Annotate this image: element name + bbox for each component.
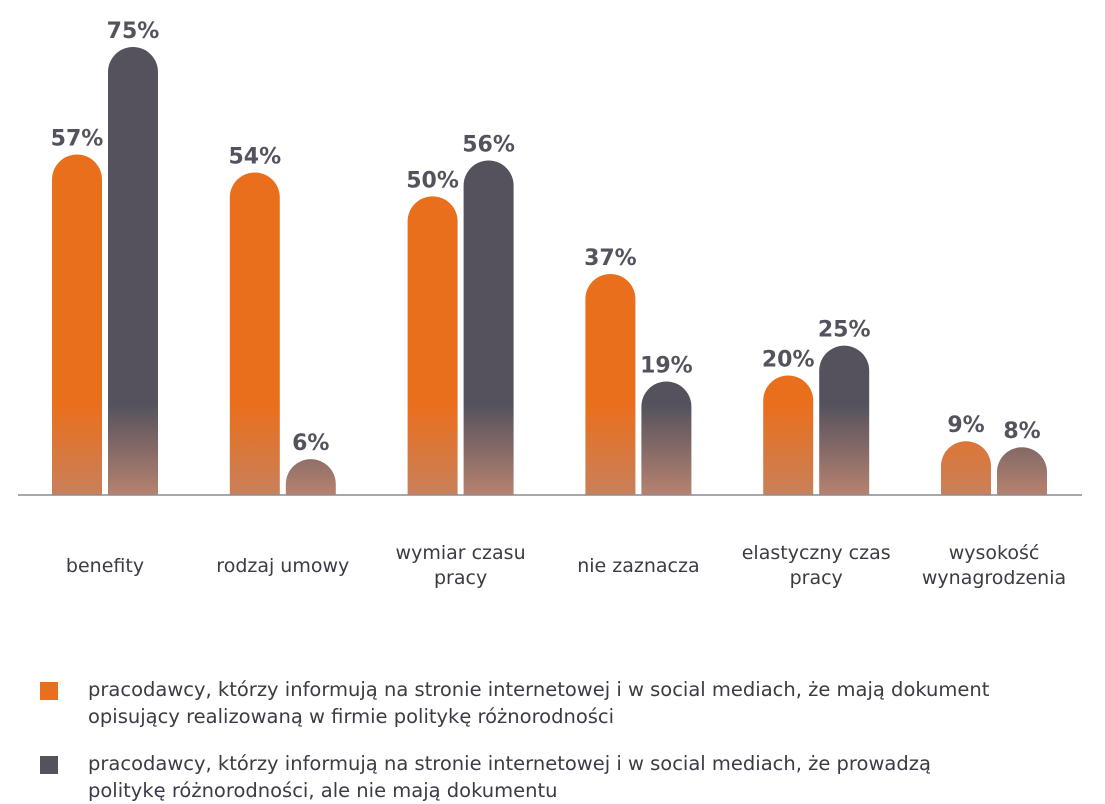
value-label-orange-1: 57% — [51, 127, 104, 152]
category-label-4-line-1: nie zaznacza — [577, 555, 699, 577]
value-label-orange-6: 9% — [947, 413, 984, 438]
bar-orange-2 — [229, 172, 280, 495]
legend-swatch-gray — [40, 756, 58, 774]
category-label-6-line-2: wynagrodzenia — [922, 567, 1066, 589]
bars-group — [52, 47, 1047, 496]
bar-gray-6 — [997, 447, 1047, 495]
bar-gray-4 — [641, 381, 692, 495]
category-label-1: benefity — [66, 555, 144, 577]
bar-orange-3 — [407, 196, 458, 495]
legend-label-series-2: pracodawcy, którzy informują na stronie … — [88, 750, 1088, 804]
value-label-gray-2: 6% — [292, 431, 329, 456]
legend-label-series-1-line-1: pracodawcy, którzy informują na stronie … — [88, 678, 990, 701]
bar-chart: 57% 75% 54% 6% 50%56% 37% 19% 20%25% 9% 8% benefi… — [18, 19, 1082, 589]
legend-swatch-orange — [40, 682, 58, 700]
value-label-gray-3: 56% — [462, 132, 515, 157]
value-label-gray-1: 75% — [107, 19, 160, 44]
bar-gray-2 — [285, 459, 336, 495]
category-label-3: wymiar czasu pracy — [396, 542, 526, 589]
value-label-orange-3: 50% — [406, 168, 459, 193]
value-label-orange-2: 54% — [228, 144, 281, 169]
category-label-3-line-2: pracy — [434, 567, 487, 589]
bar-gray-1 — [108, 47, 158, 495]
category-label-6-line-1: wysokość — [949, 542, 1040, 564]
bar-orange-1 — [52, 154, 102, 495]
legend-label-series-1: pracodawcy, którzy informują na stronie … — [88, 676, 1088, 730]
bar-orange-5 — [763, 375, 814, 495]
category-label-3-line-1: wymiar czasu — [396, 542, 526, 564]
value-label-orange-4: 37% — [584, 246, 637, 271]
value-label-gray-4: 19% — [640, 354, 693, 379]
value-label-orange-5: 20% — [762, 348, 815, 373]
value-label-gray-5: 25% — [818, 318, 871, 343]
category-label-5-line-1: elastyczny czas — [742, 542, 891, 564]
category-label-5: elastyczny czas pracy — [742, 542, 891, 589]
value-label-gray-6: 8% — [1003, 419, 1040, 444]
category-label-4: nie zaznacza — [577, 555, 699, 577]
category-labels-group: benefity rodzaj umowy wymiar czasu pracy nie… — [66, 542, 1066, 589]
bar-gray-5 — [819, 345, 870, 495]
bar-gray-3 — [463, 160, 514, 496]
legend-label-series-1-line-2: opisujący realizowaną w firmie politykę … — [88, 705, 615, 728]
category-label-2: rodzaj umowy — [216, 555, 349, 577]
category-label-6: wysokość wynagrodzenia — [922, 542, 1066, 589]
bar-orange-4 — [585, 273, 636, 495]
legend-label-series-2-line-2: politykę różnorodności, ale nie mają dok… — [88, 779, 558, 802]
legend-label-series-2-line-1: pracodawcy, którzy informują na stronie … — [88, 752, 931, 775]
category-label-2-line-1: rodzaj umowy — [216, 555, 349, 577]
category-label-5-line-2: pracy — [790, 567, 843, 589]
bar-orange-6 — [941, 441, 991, 495]
category-label-1-line-1: benefity — [66, 555, 144, 577]
value-labels-group: 57% 75% 54% 6% 50%56% 37% 19% 20%25% 9% 8% — [51, 19, 1041, 456]
